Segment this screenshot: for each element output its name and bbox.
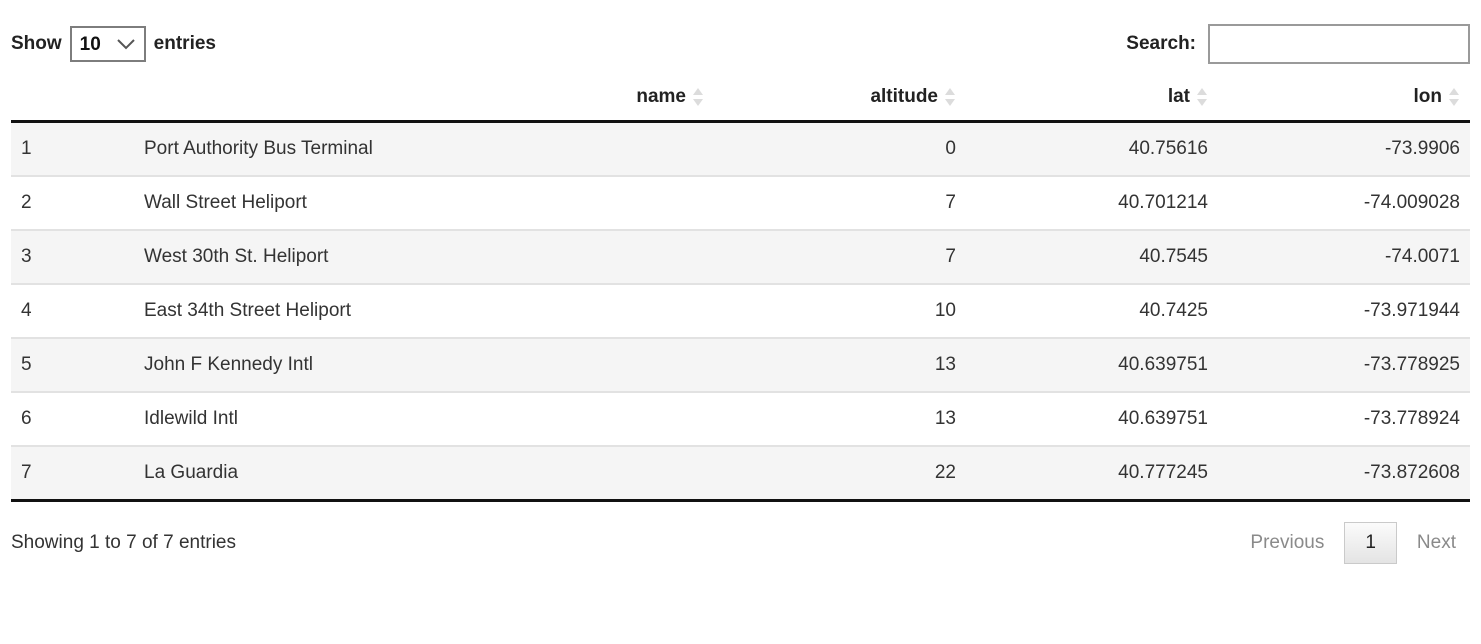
- search-control: Search:: [1126, 24, 1470, 64]
- cell-altitude: 22: [714, 446, 966, 502]
- cell-lat: 40.7545: [966, 230, 1218, 285]
- table-header: name altitude lat lon: [11, 78, 1470, 123]
- sort-icon[interactable]: [693, 88, 704, 106]
- pagination: Previous 1 Next: [1236, 522, 1470, 564]
- cell-altitude: 13: [714, 338, 966, 393]
- cell-name: West 30th St. Heliport: [134, 230, 714, 285]
- table-header-row: name altitude lat lon: [11, 78, 1470, 123]
- column-header-lon-label: lon: [1413, 86, 1443, 107]
- column-header-altitude[interactable]: altitude: [714, 78, 966, 123]
- cell-name: La Guardia: [134, 446, 714, 502]
- column-header-name-label: name: [636, 86, 686, 107]
- cell-altitude: 13: [714, 392, 966, 447]
- cell-index: 5: [11, 338, 134, 393]
- table-row[interactable]: 4 East 34th Street Heliport 10 40.7425 -…: [11, 284, 1470, 339]
- cell-lon: -73.872608: [1218, 446, 1470, 502]
- sort-icon[interactable]: [1449, 88, 1460, 106]
- table-info: Showing 1 to 7 of 7 entries: [11, 532, 236, 553]
- sort-icon[interactable]: [1197, 88, 1208, 106]
- cell-lon: -73.971944: [1218, 284, 1470, 339]
- cell-lat: 40.777245: [966, 446, 1218, 502]
- table-body: 1 Port Authority Bus Terminal 0 40.75616…: [11, 121, 1470, 502]
- cell-index: 1: [11, 121, 134, 177]
- cell-lat: 40.7425: [966, 284, 1218, 339]
- airports-table: name altitude lat lon 1 Port Authority B…: [11, 78, 1470, 502]
- table-row[interactable]: 3 West 30th St. Heliport 7 40.7545 -74.0…: [11, 230, 1470, 285]
- cell-lat: 40.701214: [966, 176, 1218, 231]
- cell-altitude: 10: [714, 284, 966, 339]
- column-header-lat-label: lat: [1167, 86, 1190, 107]
- cell-lat: 40.75616: [966, 121, 1218, 177]
- cell-name: Wall Street Heliport: [134, 176, 714, 231]
- cell-index: 4: [11, 284, 134, 339]
- cell-name: East 34th Street Heliport: [134, 284, 714, 339]
- pagination-page-1[interactable]: 1: [1344, 522, 1397, 564]
- column-header-lat[interactable]: lat: [966, 78, 1218, 123]
- cell-lon: -74.0071: [1218, 230, 1470, 285]
- datatable-controls: Show 10 entries Search:: [11, 0, 1470, 78]
- pagination-next[interactable]: Next: [1416, 532, 1456, 553]
- cell-lat: 40.639751: [966, 338, 1218, 393]
- cell-name: Idlewild Intl: [134, 392, 714, 447]
- length-label-before: Show: [11, 33, 62, 54]
- cell-lat: 40.639751: [966, 392, 1218, 447]
- table-row[interactable]: 2 Wall Street Heliport 7 40.701214 -74.0…: [11, 176, 1470, 231]
- search-label: Search:: [1126, 33, 1196, 54]
- table-row[interactable]: 7 La Guardia 22 40.777245 -73.872608: [11, 446, 1470, 502]
- search-input[interactable]: [1208, 24, 1470, 64]
- cell-name: Port Authority Bus Terminal: [134, 121, 714, 177]
- column-header-index: [11, 78, 134, 123]
- datatable-footer: Showing 1 to 7 of 7 entries Previous 1 N…: [11, 502, 1470, 564]
- column-header-altitude-label: altitude: [870, 86, 938, 107]
- table-row[interactable]: 5 John F Kennedy Intl 13 40.639751 -73.7…: [11, 338, 1470, 393]
- cell-index: 7: [11, 446, 134, 502]
- entries-per-page-select[interactable]: 10: [69, 26, 146, 62]
- chevron-down-icon: [102, 38, 136, 50]
- cell-altitude: 7: [714, 176, 966, 231]
- cell-lon: -73.778925: [1218, 338, 1470, 393]
- entries-per-page-value: 10: [79, 33, 101, 55]
- cell-lon: -74.009028: [1218, 176, 1470, 231]
- table-row[interactable]: 1 Port Authority Bus Terminal 0 40.75616…: [11, 121, 1470, 177]
- length-label-after: entries: [153, 33, 216, 54]
- length-control: Show 10 entries: [11, 26, 216, 62]
- cell-altitude: 0: [714, 121, 966, 177]
- cell-name: John F Kennedy Intl: [134, 338, 714, 393]
- cell-index: 2: [11, 176, 134, 231]
- column-header-lon[interactable]: lon: [1218, 78, 1470, 123]
- cell-lon: -73.9906: [1218, 121, 1470, 177]
- cell-lon: -73.778924: [1218, 392, 1470, 447]
- cell-altitude: 7: [714, 230, 966, 285]
- sort-icon[interactable]: [945, 88, 956, 106]
- column-header-name[interactable]: name: [134, 78, 714, 123]
- cell-index: 3: [11, 230, 134, 285]
- cell-index: 6: [11, 392, 134, 447]
- pagination-previous[interactable]: Previous: [1250, 532, 1325, 553]
- table-row[interactable]: 6 Idlewild Intl 13 40.639751 -73.778924: [11, 392, 1470, 447]
